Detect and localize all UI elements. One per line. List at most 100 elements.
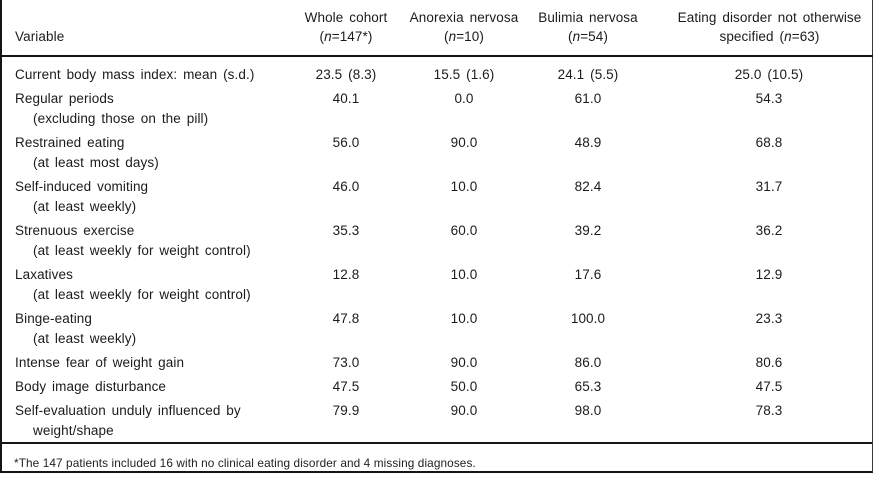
variable-label: Intense fear of weight gain	[15, 355, 185, 370]
n-symbol: n	[324, 29, 332, 44]
variable-label: Strenuous exercise	[15, 223, 135, 238]
variable-cell: Self-evaluation unduly influenced by weig…	[2, 398, 290, 442]
value-cell: 36.2	[755, 223, 783, 238]
value-cell: 0.0	[454, 91, 474, 106]
value-cell: 23.3	[755, 311, 783, 326]
column-header-label: Eating disorder not otherwise	[677, 10, 862, 25]
value-cell: 100.0	[570, 311, 606, 326]
value-cell: 90.0	[450, 403, 478, 418]
variable-cell: Binge-eating (at least weekly)	[2, 306, 290, 350]
value-cell: 78.3	[755, 403, 783, 418]
table-row: Body image disturbance 47.5 50.0 65.3 47.5	[2, 374, 873, 398]
variable-label: Binge-eating	[15, 311, 93, 326]
variable-sublabel: (at least most days)	[33, 155, 159, 170]
value-cell: 23.5 (8.3)	[315, 67, 377, 82]
variable-cell: Current body mass index: mean (s.d.)	[2, 56, 290, 86]
value-cell: 12.9	[755, 267, 783, 282]
value-cell: 24.1 (5.5)	[557, 67, 619, 82]
variable-label: Body image disturbance	[15, 379, 167, 394]
value-cell: 10.0	[450, 179, 478, 194]
column-header-label: Variable	[15, 29, 65, 44]
value-cell: 82.4	[574, 179, 602, 194]
variable-label: Self-evaluation unduly influenced by	[15, 403, 241, 418]
value-cell: 12.8	[332, 267, 360, 282]
n-symbol: n	[572, 29, 581, 44]
table-row: Current body mass index: mean (s.d.) 23.5…	[2, 56, 873, 86]
column-header-label: Whole cohort	[304, 10, 388, 25]
variable-sublabel: (at least weekly)	[33, 199, 137, 214]
variable-sublabel: (at least weekly for weight control)	[33, 243, 251, 258]
value-cell: 50.0	[450, 379, 478, 394]
variable-label: Regular periods	[15, 91, 114, 106]
value-cell: 98.0	[574, 403, 602, 418]
value-cell: 47.5	[755, 379, 783, 394]
column-header-bulimia-nervosa: Bulimia nervosa (n=54)	[526, 0, 650, 57]
variable-cell: Intense fear of weight gain	[2, 350, 290, 374]
value-cell: 56.0	[332, 135, 360, 150]
value-cell: 54.3	[755, 91, 783, 106]
table-row: Regular periods (excluding those on the p…	[2, 86, 873, 130]
value-cell: 47.8	[332, 311, 360, 326]
table-row: Laxatives (at least weekly for weight con…	[2, 262, 873, 306]
data-table: Variable Whole cohort (n=147*) Anorexia …	[2, 0, 873, 442]
value-cell: 80.6	[755, 355, 783, 370]
value-cell: 48.9	[574, 135, 602, 150]
variable-label: Laxatives	[15, 267, 73, 282]
column-header-n: (n=10)	[443, 29, 484, 44]
value-cell: 90.0	[450, 135, 478, 150]
value-cell: 68.8	[755, 135, 783, 150]
value-cell: 90.0	[450, 355, 478, 370]
table-row: Restrained eating (at least most days) 56.…	[2, 130, 873, 174]
footnote: *The 147 patients included 16 with no cl…	[14, 455, 476, 470]
column-header-anorexia-nervosa: Anorexia nervosa (n=10)	[402, 0, 526, 57]
column-header-ednos: Eating disorder not otherwise specified …	[650, 0, 873, 57]
variable-cell: Laxatives (at least weekly for weight con…	[2, 262, 290, 306]
table-header: Variable Whole cohort (n=147*) Anorexia …	[2, 0, 873, 57]
value-cell: 61.0	[574, 91, 602, 106]
column-header-variable: Variable	[2, 0, 290, 57]
variable-sublabel: (at least weekly)	[33, 331, 137, 346]
variable-cell: Regular periods (excluding those on the p…	[2, 86, 290, 130]
footnote-area: *The 147 patients included 16 with no cl…	[2, 442, 872, 481]
value-cell: 79.9	[332, 403, 360, 418]
column-header-n: specified (n=63)	[719, 29, 820, 44]
variable-sublabel: (excluding those on the pill)	[33, 111, 209, 126]
value-cell: 39.2	[574, 223, 602, 238]
value-cell: 47.5	[332, 379, 360, 394]
table-row: Intense fear of weight gain 73.0 90.0 86.0 8…	[2, 350, 873, 374]
column-header-label: Anorexia nervosa	[409, 10, 519, 25]
table-row: Binge-eating (at least weekly) 47.8 10.0 100…	[2, 306, 873, 350]
n-symbol: n	[448, 29, 457, 44]
value-cell: 15.5 (1.6)	[433, 67, 495, 82]
variable-label: Current body mass index: mean (s.d.)	[15, 67, 255, 82]
variable-cell: Self-induced vomiting (at least weekly)	[2, 174, 290, 218]
table-row: Strenuous exercise (at least weekly for w…	[2, 218, 873, 262]
variable-label: Restrained eating	[15, 135, 125, 150]
value-cell: 65.3	[574, 379, 602, 394]
header-row: Variable Whole cohort (n=147*) Anorexia …	[2, 0, 873, 57]
value-cell: 31.7	[755, 179, 783, 194]
n-symbol: n	[784, 29, 792, 44]
variable-label: Self-induced vomiting	[15, 179, 149, 194]
value-cell: 46.0	[332, 179, 360, 194]
table-row: Self-induced vomiting (at least weekly) 46…	[2, 174, 873, 218]
value-cell: 25.0 (10.5)	[734, 67, 804, 82]
table-body: Current body mass index: mean (s.d.) 23.5…	[2, 56, 873, 442]
variable-cell: Body image disturbance	[2, 374, 290, 398]
variable-cell: Restrained eating (at least most days)	[2, 130, 290, 174]
column-header-n: (n=147*)	[319, 29, 373, 44]
value-cell: 73.0	[332, 355, 360, 370]
table-row: Self-evaluation unduly influenced by weig…	[2, 398, 873, 442]
value-cell: 60.0	[450, 223, 478, 238]
column-header-whole-cohort: Whole cohort (n=147*)	[290, 0, 402, 57]
variable-sublabel: weight/shape	[33, 423, 114, 438]
value-cell: 35.3	[332, 223, 360, 238]
value-cell: 10.0	[450, 311, 478, 326]
variable-cell: Strenuous exercise (at least weekly for w…	[2, 218, 290, 262]
value-cell: 86.0	[574, 355, 602, 370]
value-cell: 10.0	[450, 267, 478, 282]
value-cell: 40.1	[332, 91, 360, 106]
column-header-label: Bulimia nervosa	[538, 10, 638, 25]
variable-sublabel: (at least weekly for weight control)	[33, 287, 251, 302]
